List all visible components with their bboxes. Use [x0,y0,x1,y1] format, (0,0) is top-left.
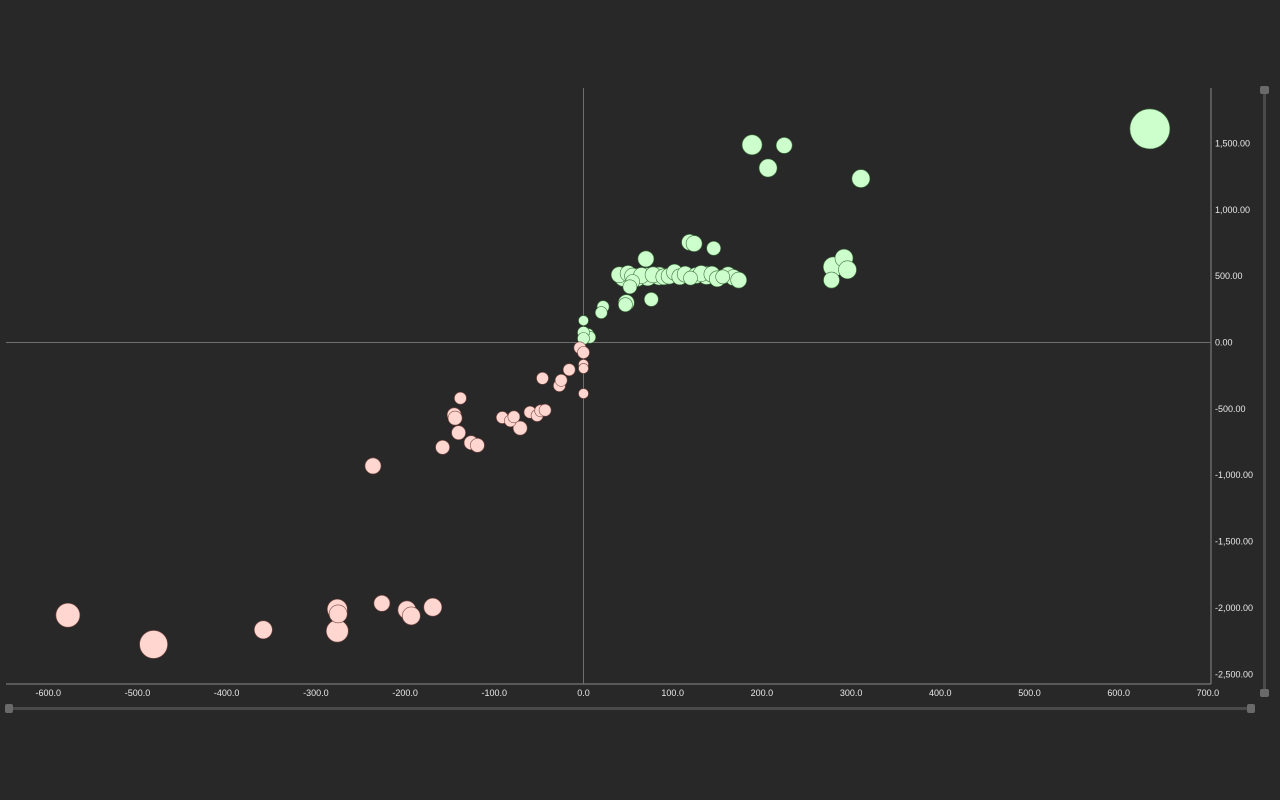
data-point [373,594,391,612]
data-point [730,271,748,289]
data-point [683,270,698,286]
y-tick-label: -1,500.00 [1215,537,1253,547]
data-point [578,363,589,374]
data-point [823,271,840,289]
data-point [618,297,633,313]
data-point [758,158,778,178]
horizontal-scroll-handle-left[interactable] [5,704,13,713]
horizontal-scroll-track[interactable] [9,707,1252,710]
x-tick-label: -100.0 [482,688,508,698]
x-tick-label: -500.0 [125,688,151,698]
data-point [643,292,659,307]
data-point [1129,108,1171,150]
x-tick-label: 0.0 [577,688,590,698]
data-point [577,346,590,359]
x-axis-ticks: -600.0 -500.0 -400.0 -300.0 -200.0 -100.0 0.0 1… [36,688,1220,698]
data-point [706,241,722,256]
x-tick-label: 700.0 [1197,688,1220,698]
data-point [715,269,731,285]
data-point [562,363,576,377]
y-tick-label: -500.00 [1215,404,1246,414]
x-tick-label: 300.0 [840,688,863,698]
data-point [741,134,763,156]
data-point [507,410,521,424]
y-axis-ticks: 1,500.00 1,000.00 500.00 0.00 -500.00 -1,000.… [1215,138,1253,679]
horizontal-scroll-handle-right[interactable] [1247,704,1255,713]
x-tick-label: -200.0 [392,688,418,698]
data-point [454,391,467,405]
data-point [685,235,703,252]
data-point [253,620,273,640]
y-tick-label: 1,500.00 [1215,138,1250,148]
data-point [447,410,463,426]
y-tick-label: 1,000.00 [1215,205,1250,215]
data-point [364,457,382,475]
horizontal-scrollbar[interactable] [5,704,1255,713]
data-point [451,425,466,441]
data-point [851,169,871,188]
y-tick-label: -2,500.00 [1215,669,1253,679]
data-point [435,439,450,455]
data-point [512,420,528,436]
data-point [325,619,349,643]
data-point [401,606,421,626]
vertical-scroll-track[interactable] [1263,90,1266,693]
y-tick-label: -2,000.00 [1215,603,1253,613]
vertical-scrollbar[interactable] [1260,86,1269,697]
negative-series [55,341,590,659]
data-point [594,306,608,319]
data-point [423,597,443,617]
vertical-scroll-handle-top[interactable] [1260,86,1269,94]
x-tick-label: 600.0 [1107,688,1130,698]
data-points [55,108,1171,659]
data-point [538,403,552,417]
y-tick-label: 500.00 [1215,271,1243,281]
data-point [622,279,638,295]
data-point [554,373,568,387]
x-tick-label: 400.0 [929,688,952,698]
data-point [637,250,655,268]
x-tick-label: -300.0 [303,688,329,698]
data-point [139,630,168,659]
x-tick-label: 500.0 [1018,688,1041,698]
vertical-scroll-handle-bottom[interactable] [1260,689,1269,697]
y-tick-label: 0.00 [1215,338,1233,348]
data-point [328,604,348,624]
data-point [578,388,589,399]
positive-series [577,108,1171,345]
x-tick-label: 200.0 [751,688,774,698]
data-point [775,137,793,154]
data-point [578,315,589,326]
x-tick-label: -600.0 [36,688,62,698]
data-point [536,371,549,385]
x-tick-label: 100.0 [661,688,684,698]
x-tick-label: -400.0 [214,688,240,698]
y-tick-label: -1,000.00 [1215,470,1253,480]
axes [6,88,1212,685]
data-point [838,260,857,280]
data-point [55,602,81,628]
data-point [470,437,485,453]
